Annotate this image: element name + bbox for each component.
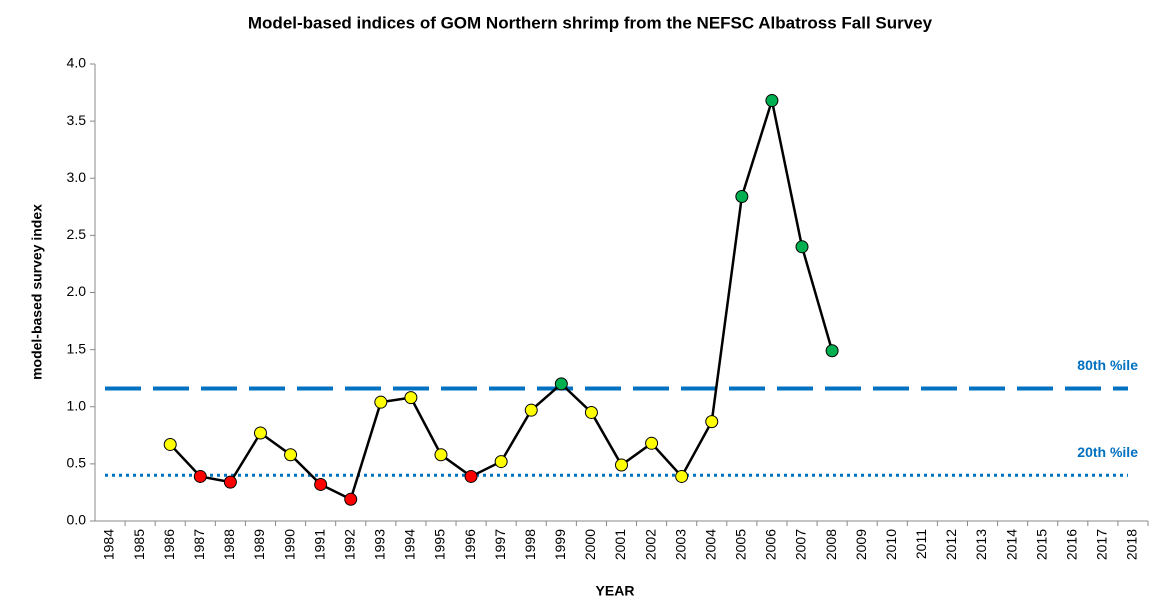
point [434,448,448,462]
y-tick-label: 0.0 [67,512,87,528]
x-tick-label: 2018 [1124,529,1140,560]
x-tick-label: 2002 [642,529,658,560]
x-tick-label: 1986 [161,529,177,560]
series-line [169,95,834,502]
x-tick-label: 2016 [1063,529,1079,560]
x-tick-label: 1997 [492,529,508,560]
reference-label: 80th %ile [1077,357,1138,373]
x-tick-label: 2015 [1033,529,1049,560]
x-tick-label: 1988 [221,529,237,560]
x-tick-label: 1987 [191,529,207,560]
point [584,405,598,419]
point [163,437,177,451]
x-tick-label: 1985 [131,529,147,560]
x-tick-label: 1995 [432,529,448,560]
point [193,469,207,483]
x-tick-label: 1994 [402,529,418,560]
x-tick-label: 2008 [823,529,839,560]
point [645,436,659,450]
point [344,492,358,506]
y-tick-label: 2.0 [67,283,87,299]
point [524,403,538,417]
y-tick-label: 3.0 [67,169,87,185]
x-tick-label: 2014 [1003,529,1019,560]
x-tick-label: 2006 [763,529,779,560]
reference-label: 20th %ile [1077,444,1138,460]
point [284,448,298,462]
point [374,395,388,409]
x-tick-label: 1991 [311,529,327,560]
x-tick-label: 1992 [341,529,357,560]
x-tick-label: 2004 [702,529,718,560]
y-tick-label: 0.5 [67,455,87,471]
y-tick-label: 1.0 [67,397,87,413]
x-tick-label: 2013 [973,529,989,560]
x-tick-label: 2009 [853,529,869,560]
point [253,426,267,440]
point [705,415,719,429]
point [494,455,508,469]
y-tick-label: 1.5 [67,340,87,356]
x-tick-label: 2003 [672,529,688,560]
point [404,391,418,405]
x-tick-label: 2007 [793,529,809,560]
point [675,469,689,483]
x-tick-label: 2011 [913,529,929,559]
x-tick-label: 1984 [101,529,117,560]
y-tick-label: 3.5 [67,112,87,128]
x-tick-label: 1990 [281,529,297,560]
point [223,475,237,489]
point [615,458,628,472]
point [795,240,809,254]
point [735,190,749,204]
point [464,469,478,483]
y-tick-label: 4.0 [67,55,87,71]
x-tick-label: 2005 [733,529,749,560]
x-tick-label: 1998 [522,529,538,560]
x-tick-label: 1999 [552,529,568,560]
x-axis-title: YEAR [596,583,635,599]
point [554,377,568,391]
x-tick-label: 2000 [582,529,598,560]
x-tick-label: 2017 [1094,529,1110,560]
point [825,344,839,358]
x-tick-label: 2012 [943,529,959,560]
y-tick-label: 2.5 [67,226,87,242]
point [314,477,328,491]
x-tick-label: 1993 [372,529,388,560]
y-axis-title: model-based survey index [29,204,45,380]
chart-title: Model-based indices of GOM Northern shri… [248,13,933,32]
x-tick-label: 1989 [251,529,267,560]
x-tick-label: 2010 [883,529,899,560]
x-tick-label: 2001 [612,529,628,560]
point [765,94,779,108]
x-tick-label: 1996 [462,529,478,560]
